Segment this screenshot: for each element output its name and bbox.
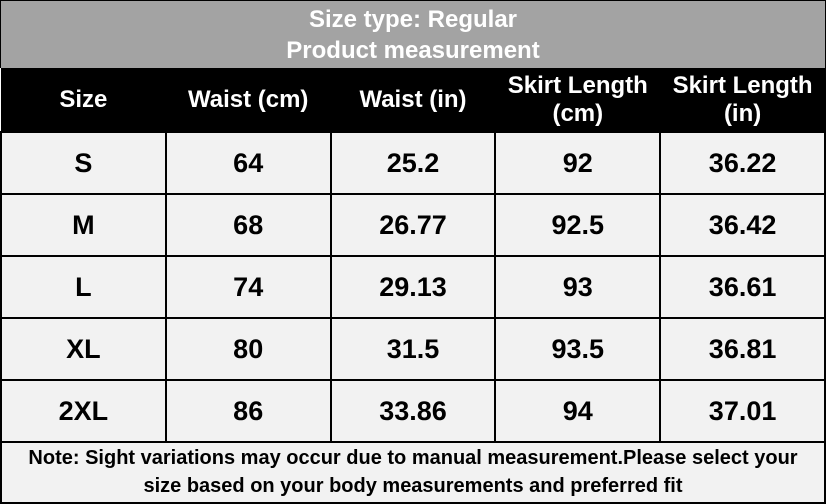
column-header: Skirt Length (cm) xyxy=(494,68,661,133)
table-cell: 92.5 xyxy=(494,193,662,257)
table-cell: 2XL xyxy=(0,379,167,443)
column-header: Waist (cm) xyxy=(165,68,332,133)
title: Size type: Regular xyxy=(308,6,518,33)
column-header: Waist (in) xyxy=(330,68,496,133)
subtitle: Product measurement xyxy=(286,37,540,64)
table-row: XL 80 31.5 93.5 36.81 xyxy=(0,317,826,381)
table-cell: M xyxy=(0,193,167,257)
table-cell: 36.61 xyxy=(659,255,826,319)
header-row: Size Waist (cm) Waist (in) Skirt Length (cm… xyxy=(0,68,826,133)
table-cell: 36.42 xyxy=(659,193,826,257)
table-cell: 29.13 xyxy=(329,255,497,319)
table-cell: 93.5 xyxy=(494,317,662,381)
table-cell: 36.81 xyxy=(659,317,826,381)
table-cell: 80 xyxy=(164,317,332,381)
table-row: S 64 25.2 92 36.22 xyxy=(0,131,826,195)
table-cell: 86 xyxy=(164,379,332,443)
table-cell: 25.2 xyxy=(329,131,497,195)
table-cell: 33.86 xyxy=(329,379,497,443)
note: Note: Sight variations may occur due to … xyxy=(0,443,826,504)
table-cell: 93 xyxy=(494,255,662,319)
table-cell: L xyxy=(0,255,167,319)
table-cell: XL xyxy=(0,317,167,381)
table-row: M 68 26.77 92.5 36.42 xyxy=(0,193,826,257)
table-cell: 68 xyxy=(164,193,332,257)
column-header: Skirt Length (in) xyxy=(659,68,826,133)
table-cell: 26.77 xyxy=(329,193,497,257)
banner: Size type: Regular Product measurement xyxy=(0,0,826,68)
size-table: Size Waist (cm) Waist (in) Skirt Length (cm… xyxy=(0,68,826,443)
table-cell: 74 xyxy=(164,255,332,319)
table-cell: 31.5 xyxy=(329,317,497,381)
table-cell: 36.22 xyxy=(659,131,826,195)
table-cell: S xyxy=(0,131,167,195)
table-cell: 64 xyxy=(164,131,332,195)
column-header: Size xyxy=(0,68,167,133)
table-row: 2XL 86 33.86 94 37.01 xyxy=(0,379,826,443)
table-body: S 64 25.2 92 36.22 M 68 26.77 92.5 36.42 L 74 29.13 9… xyxy=(0,131,826,443)
table-cell: 94 xyxy=(494,379,662,443)
table-cell: 37.01 xyxy=(659,379,826,443)
table-row: L 74 29.13 93 36.61 xyxy=(0,255,826,319)
table-cell: 92 xyxy=(494,131,662,195)
